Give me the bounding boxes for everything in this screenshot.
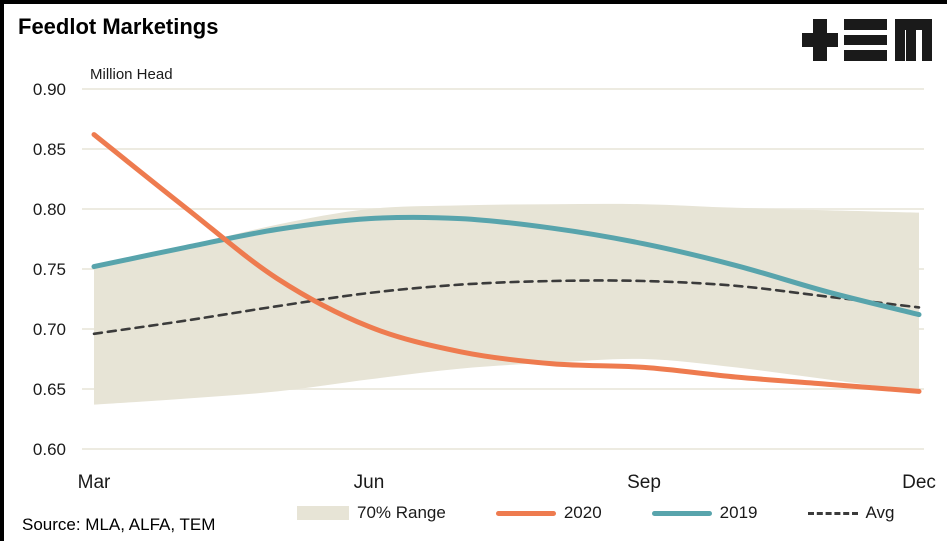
x-tick-label: Sep — [627, 472, 661, 493]
avg-dashed-swatch-icon — [807, 511, 858, 515]
y-tick-label: 0.75 — [33, 260, 66, 279]
page-title: Feedlot Marketings — [18, 14, 219, 39]
range-band-area — [94, 203, 919, 405]
source-note: Source: MLA, ALFA, TEM — [22, 515, 216, 534]
line-2019-swatch-icon — [651, 510, 712, 516]
legend-item-2020: 2020 — [495, 503, 602, 523]
legend-label: 70% Range — [357, 503, 446, 522]
x-tick-label: Mar — [78, 472, 111, 493]
legend-item-range: 70% Range — [297, 503, 446, 523]
chart-legend: 70% Range 2020 2019 Avg — [297, 503, 895, 523]
range-swatch-icon — [297, 506, 349, 520]
legend-item-avg: Avg — [807, 503, 895, 523]
y-tick-label: 0.90 — [33, 80, 66, 99]
legend-label: 2019 — [719, 503, 758, 522]
tem-logo-icon — [802, 19, 932, 61]
line-2020-swatch-icon — [495, 510, 556, 516]
y-tick-label: 0.65 — [33, 380, 66, 399]
legend-item-2019: 2019 — [651, 503, 758, 523]
y-tick-label: 0.70 — [33, 320, 66, 339]
x-tick-label: Jun — [354, 472, 385, 493]
y-axis-unit-label: Million Head — [90, 66, 173, 83]
y-tick-label: 0.60 — [33, 440, 66, 459]
series-line-2020 — [91, 132, 922, 394]
x-tick-label: Dec — [902, 472, 936, 493]
chart-canvas: 0.90 0.85 0.80 0.75 0.70 0.65 0.60 Mar Jun Sep Dec — [33, 80, 936, 493]
legend-label: 2020 — [563, 503, 602, 522]
y-tick-label: 0.80 — [33, 200, 66, 219]
y-tick-label: 0.85 — [33, 140, 66, 159]
series-line-2019 — [91, 214, 922, 318]
legend-label: Avg — [865, 503, 895, 522]
chart-area: 0.90 0.85 0.80 0.75 0.70 0.65 0.60 Mar Jun Sep Dec — [4, 64, 947, 494]
series-line-avg — [92, 279, 921, 336]
